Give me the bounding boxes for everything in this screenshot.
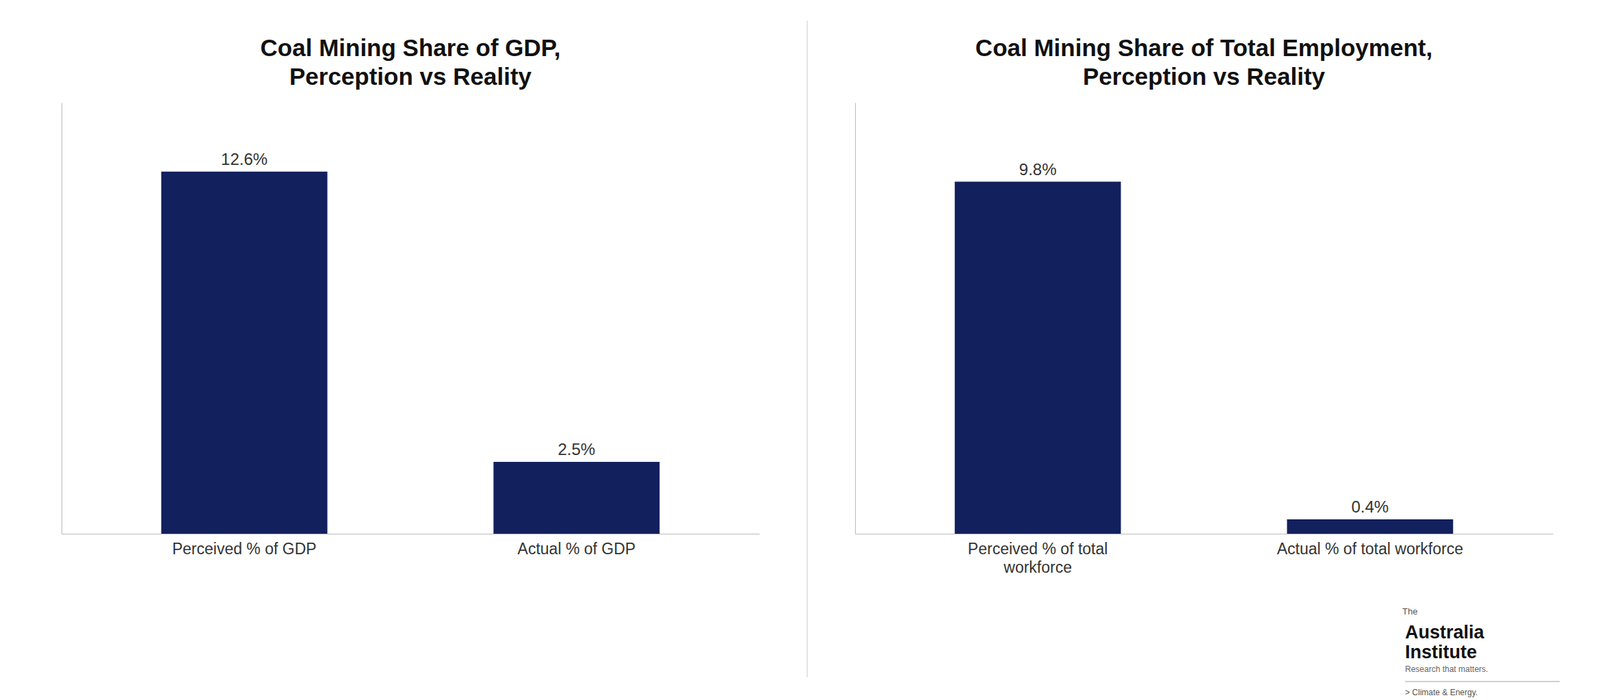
y-axis-line	[855, 103, 856, 535]
x-tick-label: Perceived % of totalworkforce	[967, 539, 1109, 576]
text-line: Perception vs Reality	[289, 62, 533, 90]
y-axis-line	[61, 103, 63, 535]
annotation: AustraliaInstitute	[1405, 621, 1486, 663]
chart-root: Perceived % of GDP Actual % of GDP 12.6% 2.…	[0, 0, 1600, 700]
annotation: Research that matters.	[1405, 664, 1488, 674]
text-line: Research that matters.	[1405, 664, 1488, 674]
divider	[807, 20, 808, 678]
data-labels: 9.8% 0.4%	[1019, 160, 1389, 517]
text-line: Perceived % of GDP	[172, 539, 317, 558]
text-line: > Climate & Energy.	[1405, 687, 1478, 698]
bar	[1286, 519, 1453, 534]
data-label: 12.6%	[220, 149, 268, 169]
x-tick: Perceived % of totalworkforce	[967, 539, 1109, 576]
bar	[954, 181, 1122, 535]
data-label: 9.8%	[1019, 160, 1057, 179]
x-tick: Perceived % of GDP	[172, 539, 317, 558]
x-axis-line	[855, 533, 1554, 535]
bar	[493, 461, 660, 534]
text-line: Perception vs Reality	[1082, 62, 1326, 90]
data-label: 2.5%	[558, 439, 596, 459]
text-line: Australia	[1405, 621, 1486, 643]
chart-panel: Perceived % of totalworkforce Actual % of…	[855, 34, 1554, 576]
text-line: Actual % of GDP	[517, 539, 637, 558]
x-tick-label: Actual % of GDP	[517, 539, 637, 558]
x-tick: Actual % of GDP	[517, 539, 637, 558]
data-labels: 12.6% 2.5%	[220, 149, 596, 459]
x-axis-line	[62, 533, 760, 535]
bars	[161, 171, 661, 534]
annotations: The AustraliaInstituteResearch that matte…	[1402, 606, 1560, 698]
bar	[161, 171, 328, 534]
text-line: Coal Mining Share of GDP,	[260, 34, 561, 61]
x-axis: Perceived % of totalworkforce Actual % of…	[855, 534, 1554, 576]
x-tick: Actual % of total workforce	[1277, 539, 1464, 558]
text-line: Actual % of total workforce	[1277, 539, 1464, 558]
x-axis: Perceived % of GDP Actual % of GDP	[62, 534, 760, 559]
bars	[954, 181, 1454, 535]
x-tick-label: Perceived % of GDP	[172, 539, 317, 558]
chart-panel: Perceived % of GDP Actual % of GDP 12.6% 2.…	[62, 34, 760, 558]
logo-rule	[1405, 681, 1560, 683]
text-line: Perceived % of total	[967, 539, 1109, 558]
text-line: The	[1402, 606, 1418, 617]
y-axis	[855, 103, 856, 535]
x-tick-label: Actual % of total workforce	[1277, 539, 1464, 558]
annotation: The	[1402, 606, 1418, 617]
text-line: Coal Mining Share of Total Employment,	[975, 34, 1433, 61]
background	[0, 0, 1600, 700]
data-label: 0.4%	[1351, 497, 1390, 516]
annotation: > Climate & Energy.	[1405, 687, 1478, 698]
y-axis	[61, 103, 63, 535]
text-line: Institute	[1405, 641, 1477, 663]
text-line: workforce	[1002, 558, 1072, 576]
chart-title: Coal Mining Share of Total Employment,Pe…	[975, 34, 1433, 90]
chart-title: Coal Mining Share of GDP,Perception vs R…	[260, 34, 561, 90]
